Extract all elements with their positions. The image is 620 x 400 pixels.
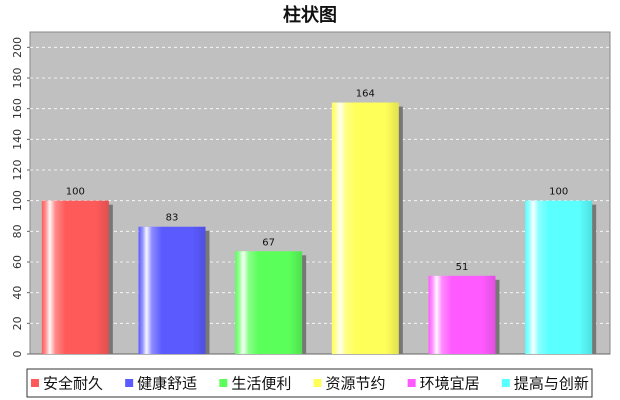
y-tick-label: 40 bbox=[11, 286, 24, 300]
legend-label: 资源节约 bbox=[326, 374, 386, 392]
bar-value-label: 67 bbox=[262, 237, 275, 248]
legend-label: 提高与创新 bbox=[514, 374, 589, 392]
bar-highlight bbox=[138, 226, 206, 354]
chart-title: 柱状图 bbox=[283, 4, 337, 26]
legend-swatch bbox=[219, 379, 228, 387]
bar-value-label: 164 bbox=[356, 89, 375, 100]
bar-highlight bbox=[41, 200, 109, 354]
y-tick-label: 0 bbox=[11, 351, 24, 358]
bar-highlight bbox=[235, 251, 303, 354]
legend-swatch bbox=[407, 379, 416, 387]
y-tick-label: 120 bbox=[11, 160, 24, 181]
y-tick-label: 160 bbox=[11, 98, 24, 119]
y-tick-label: 200 bbox=[11, 37, 24, 58]
legend-label: 环境宜居 bbox=[420, 374, 480, 392]
bar-highlight bbox=[428, 275, 496, 354]
y-tick-label: 20 bbox=[11, 316, 24, 330]
y-tick-label: 100 bbox=[11, 190, 24, 211]
plot-area bbox=[29, 31, 611, 355]
bar-highlight bbox=[331, 102, 399, 355]
bar-value-label: 100 bbox=[66, 187, 85, 198]
legend-label: 生活便利 bbox=[231, 374, 291, 392]
bar-value-label: 51 bbox=[456, 262, 469, 273]
y-tick-label: 60 bbox=[11, 255, 24, 269]
legend-label: 安全耐久 bbox=[43, 374, 103, 392]
y-tick-label: 80 bbox=[11, 224, 24, 238]
legend-swatch bbox=[501, 379, 510, 387]
legend-swatch bbox=[313, 379, 322, 387]
bar-highlight bbox=[525, 200, 593, 354]
bar-value-label: 100 bbox=[549, 187, 568, 198]
y-tick-label: 140 bbox=[11, 129, 24, 150]
legend-box bbox=[26, 368, 593, 398]
bar-value-label: 83 bbox=[166, 213, 179, 224]
legend-label: 健康舒适 bbox=[137, 374, 197, 392]
legend-swatch bbox=[125, 379, 134, 387]
legend-swatch bbox=[31, 379, 39, 387]
y-tick-label: 180 bbox=[11, 68, 24, 89]
